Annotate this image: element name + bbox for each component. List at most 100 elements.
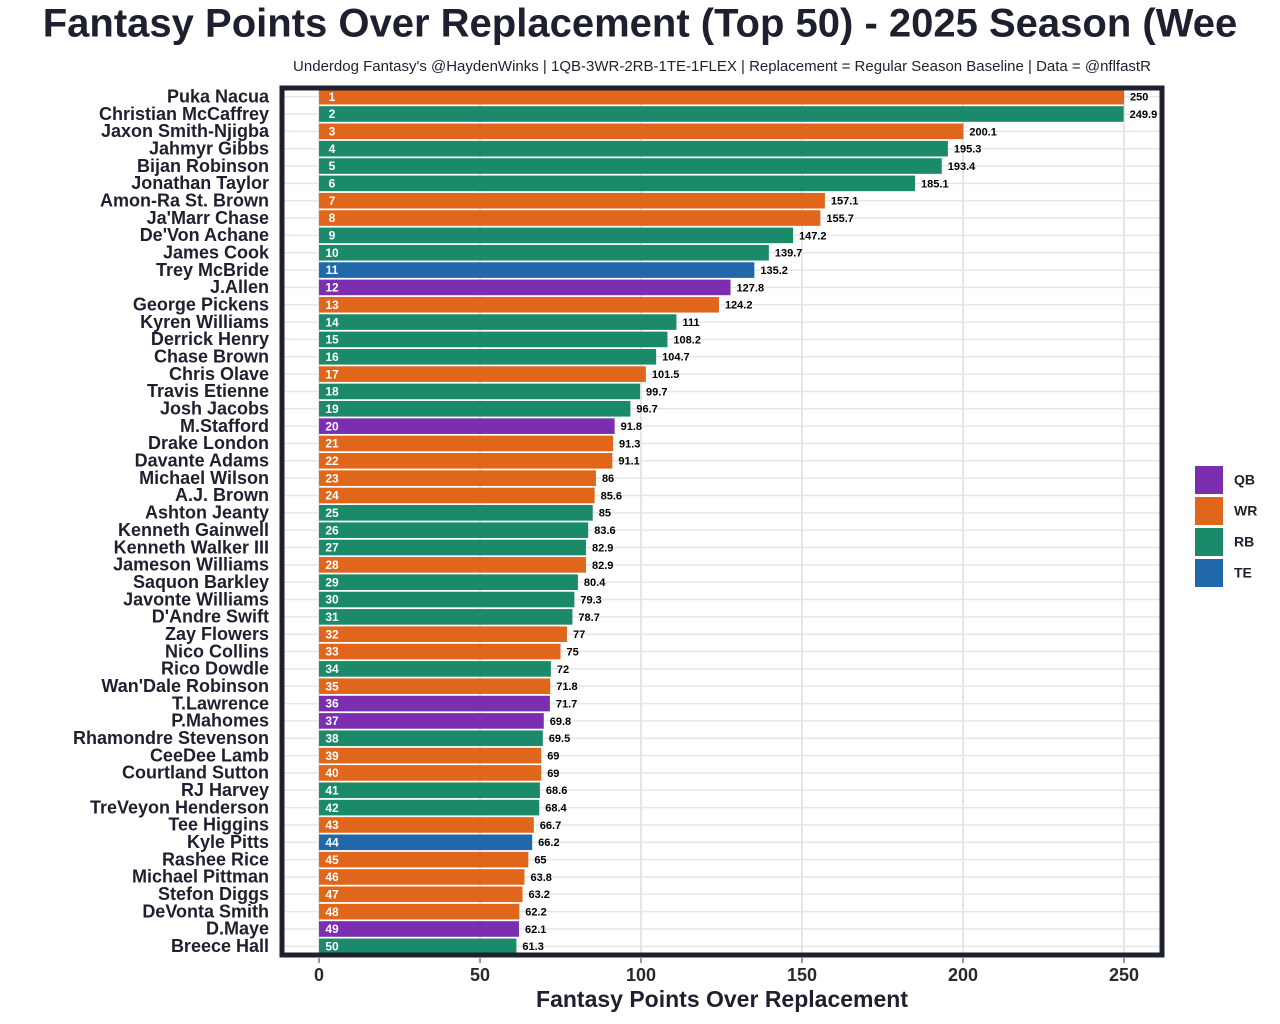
- value-label: 63.2: [529, 889, 550, 901]
- bar: [319, 591, 575, 608]
- y-tick-label: Puka Nacua: [167, 86, 270, 106]
- bar: [319, 418, 615, 434]
- value-label: 66.7: [540, 820, 561, 832]
- rank-label: 14: [325, 315, 339, 329]
- rank-label: 32: [325, 627, 339, 641]
- x-tick-label: 200: [948, 965, 978, 985]
- rank-label: 35: [325, 679, 339, 693]
- bar: [319, 400, 631, 417]
- rank-label: 26: [325, 523, 339, 537]
- value-label: 85.6: [601, 490, 622, 502]
- value-label: 72: [557, 664, 569, 676]
- y-tick-label: Ja'Marr Chase: [147, 208, 269, 228]
- y-tick-label: Zay Flowers: [165, 624, 269, 644]
- bar: [319, 661, 551, 677]
- value-label: 195.3: [954, 144, 982, 156]
- rank-label: 44: [325, 835, 339, 849]
- value-label: 249.9: [1130, 109, 1158, 121]
- bar: [319, 938, 517, 955]
- bar: [319, 730, 543, 747]
- y-tick-label: Nico Collins: [165, 641, 269, 661]
- bar: [319, 851, 529, 868]
- bar: [319, 88, 1125, 105]
- y-tick-label: D.Maye: [206, 919, 269, 939]
- y-tick-label: Christian McCaffrey: [99, 104, 269, 124]
- rank-label: 1: [329, 90, 336, 104]
- rank-label: 9: [329, 229, 336, 243]
- rank-label: 6: [329, 177, 336, 191]
- rank-label: 11: [326, 263, 339, 277]
- y-tick-label: Chase Brown: [154, 347, 269, 367]
- bar: [319, 487, 595, 504]
- rank-label: 12: [325, 281, 339, 295]
- plot-border: [279, 85, 1165, 958]
- chart-title: Fantasy Points Over Replacement (Top 50)…: [43, 2, 1237, 46]
- value-label: 135.2: [760, 265, 788, 277]
- y-tick-label: Rico Dowdle: [161, 659, 269, 679]
- bar: [319, 210, 821, 226]
- value-label: 79.3: [580, 594, 601, 606]
- value-label: 68.4: [545, 803, 567, 815]
- bar: [319, 782, 540, 799]
- bar: [319, 314, 677, 330]
- bar: [319, 106, 1124, 122]
- bar: [319, 626, 567, 643]
- bar: [319, 903, 520, 920]
- bar: [319, 140, 948, 157]
- y-tick-label: DeVonta Smith: [142, 901, 269, 921]
- rank-label: 4: [329, 142, 336, 156]
- y-tick-label: Breece Hall: [171, 936, 269, 956]
- y-tick-label: Chris Olave: [169, 364, 269, 384]
- legend-label: RB: [1234, 534, 1254, 550]
- y-tick-label: Bijan Robinson: [137, 156, 269, 176]
- rank-label: 46: [325, 870, 339, 884]
- x-tick-label: 250: [1109, 965, 1139, 985]
- y-tick-label: Kyle Pitts: [187, 832, 269, 852]
- y-tick-label: Rhamondre Stevenson: [73, 728, 269, 748]
- y-tick-label: Drake London: [148, 433, 269, 453]
- value-label: 104.7: [662, 352, 690, 364]
- bar: [319, 678, 551, 695]
- y-tick-label: Stefon Diggs: [158, 884, 269, 904]
- bar: [319, 834, 533, 851]
- bar: [319, 262, 755, 278]
- value-label: 124.2: [725, 300, 753, 312]
- value-label: 111: [682, 317, 699, 329]
- rank-label: 20: [325, 419, 339, 433]
- rank-label: 13: [325, 298, 339, 312]
- rank-label: 43: [325, 818, 339, 832]
- value-label: 78.7: [578, 612, 599, 624]
- rank-label: 22: [325, 454, 339, 468]
- value-label: 69.5: [549, 733, 570, 745]
- x-tick-label: 0: [314, 965, 324, 985]
- y-tick-label: TreVeyon Henderson: [90, 797, 269, 817]
- rank-label: 42: [325, 801, 339, 815]
- y-tick-label: Wan'Dale Robinson: [101, 676, 269, 696]
- y-tick-label: Saquon Barkley: [133, 572, 269, 592]
- bar: [319, 765, 542, 781]
- bar: [319, 279, 731, 296]
- value-label: 101.5: [652, 369, 680, 381]
- rank-label: 33: [325, 645, 339, 659]
- value-label: 86: [602, 473, 614, 485]
- bar: [319, 643, 561, 660]
- y-tick-label: George Pickens: [133, 295, 269, 315]
- value-label: 157.1: [831, 196, 859, 208]
- bar: [319, 192, 825, 209]
- rank-label: 23: [325, 471, 339, 485]
- y-tick-label: Kenneth Gainwell: [118, 520, 269, 540]
- rank-label: 40: [325, 766, 339, 780]
- y-tick-label: Javonte Williams: [123, 589, 269, 609]
- rank-label: 21: [325, 437, 339, 451]
- y-tick-label: Jameson Williams: [113, 555, 269, 575]
- value-label: 85: [599, 508, 611, 520]
- bar: [319, 348, 657, 365]
- legend-swatch: [1195, 466, 1223, 494]
- bar: [319, 383, 641, 400]
- rank-label: 19: [325, 402, 339, 416]
- value-label: 71.8: [556, 681, 577, 693]
- value-label: 127.8: [737, 282, 765, 294]
- rank-label: 38: [325, 731, 339, 745]
- bar: [319, 331, 668, 348]
- value-label: 91.8: [621, 421, 642, 433]
